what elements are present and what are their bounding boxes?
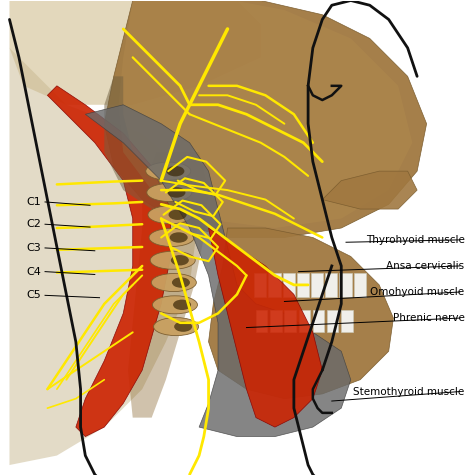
Bar bbox=[270, 310, 282, 332]
Polygon shape bbox=[9, 0, 261, 105]
Polygon shape bbox=[47, 86, 171, 437]
Text: Phrenic nerve: Phrenic nerve bbox=[392, 313, 465, 323]
Polygon shape bbox=[118, 0, 412, 228]
Bar bbox=[254, 273, 266, 297]
Bar bbox=[297, 273, 309, 297]
Bar bbox=[299, 310, 310, 332]
Bar bbox=[283, 273, 295, 297]
Bar bbox=[354, 273, 366, 297]
Ellipse shape bbox=[172, 277, 190, 288]
Ellipse shape bbox=[147, 183, 192, 201]
Bar bbox=[268, 273, 281, 297]
Text: C2: C2 bbox=[26, 219, 41, 229]
Polygon shape bbox=[104, 0, 427, 238]
Ellipse shape bbox=[174, 322, 192, 332]
Ellipse shape bbox=[151, 274, 196, 292]
Polygon shape bbox=[128, 152, 209, 418]
Ellipse shape bbox=[173, 300, 191, 310]
Text: Omohyoid muscle: Omohyoid muscle bbox=[370, 287, 465, 297]
Ellipse shape bbox=[169, 209, 187, 220]
Ellipse shape bbox=[166, 166, 184, 176]
Polygon shape bbox=[322, 171, 417, 209]
Polygon shape bbox=[104, 76, 190, 223]
Bar bbox=[339, 273, 352, 297]
Bar bbox=[311, 273, 323, 297]
Bar bbox=[284, 310, 296, 332]
Polygon shape bbox=[85, 105, 351, 437]
Ellipse shape bbox=[167, 187, 185, 198]
Ellipse shape bbox=[150, 251, 195, 269]
Bar bbox=[313, 310, 324, 332]
Bar bbox=[256, 310, 267, 332]
Bar bbox=[325, 273, 337, 297]
Text: Ansa cervicalis: Ansa cervicalis bbox=[386, 261, 465, 271]
Text: C3: C3 bbox=[26, 243, 41, 253]
Ellipse shape bbox=[170, 232, 188, 243]
Ellipse shape bbox=[149, 228, 194, 247]
Text: C4: C4 bbox=[26, 266, 41, 276]
Text: Thyrohyoid muscle: Thyrohyoid muscle bbox=[365, 235, 465, 245]
Text: C1: C1 bbox=[26, 197, 41, 207]
Polygon shape bbox=[209, 228, 322, 427]
Ellipse shape bbox=[148, 206, 193, 224]
Polygon shape bbox=[209, 228, 393, 399]
Ellipse shape bbox=[146, 162, 191, 180]
Bar bbox=[341, 310, 353, 332]
Bar bbox=[327, 310, 338, 332]
Ellipse shape bbox=[154, 318, 199, 336]
Polygon shape bbox=[9, 48, 199, 465]
Ellipse shape bbox=[153, 296, 198, 314]
Text: C5: C5 bbox=[26, 290, 41, 300]
Text: Stemothyroid muscle: Stemothyroid muscle bbox=[353, 387, 465, 397]
Ellipse shape bbox=[171, 255, 189, 266]
